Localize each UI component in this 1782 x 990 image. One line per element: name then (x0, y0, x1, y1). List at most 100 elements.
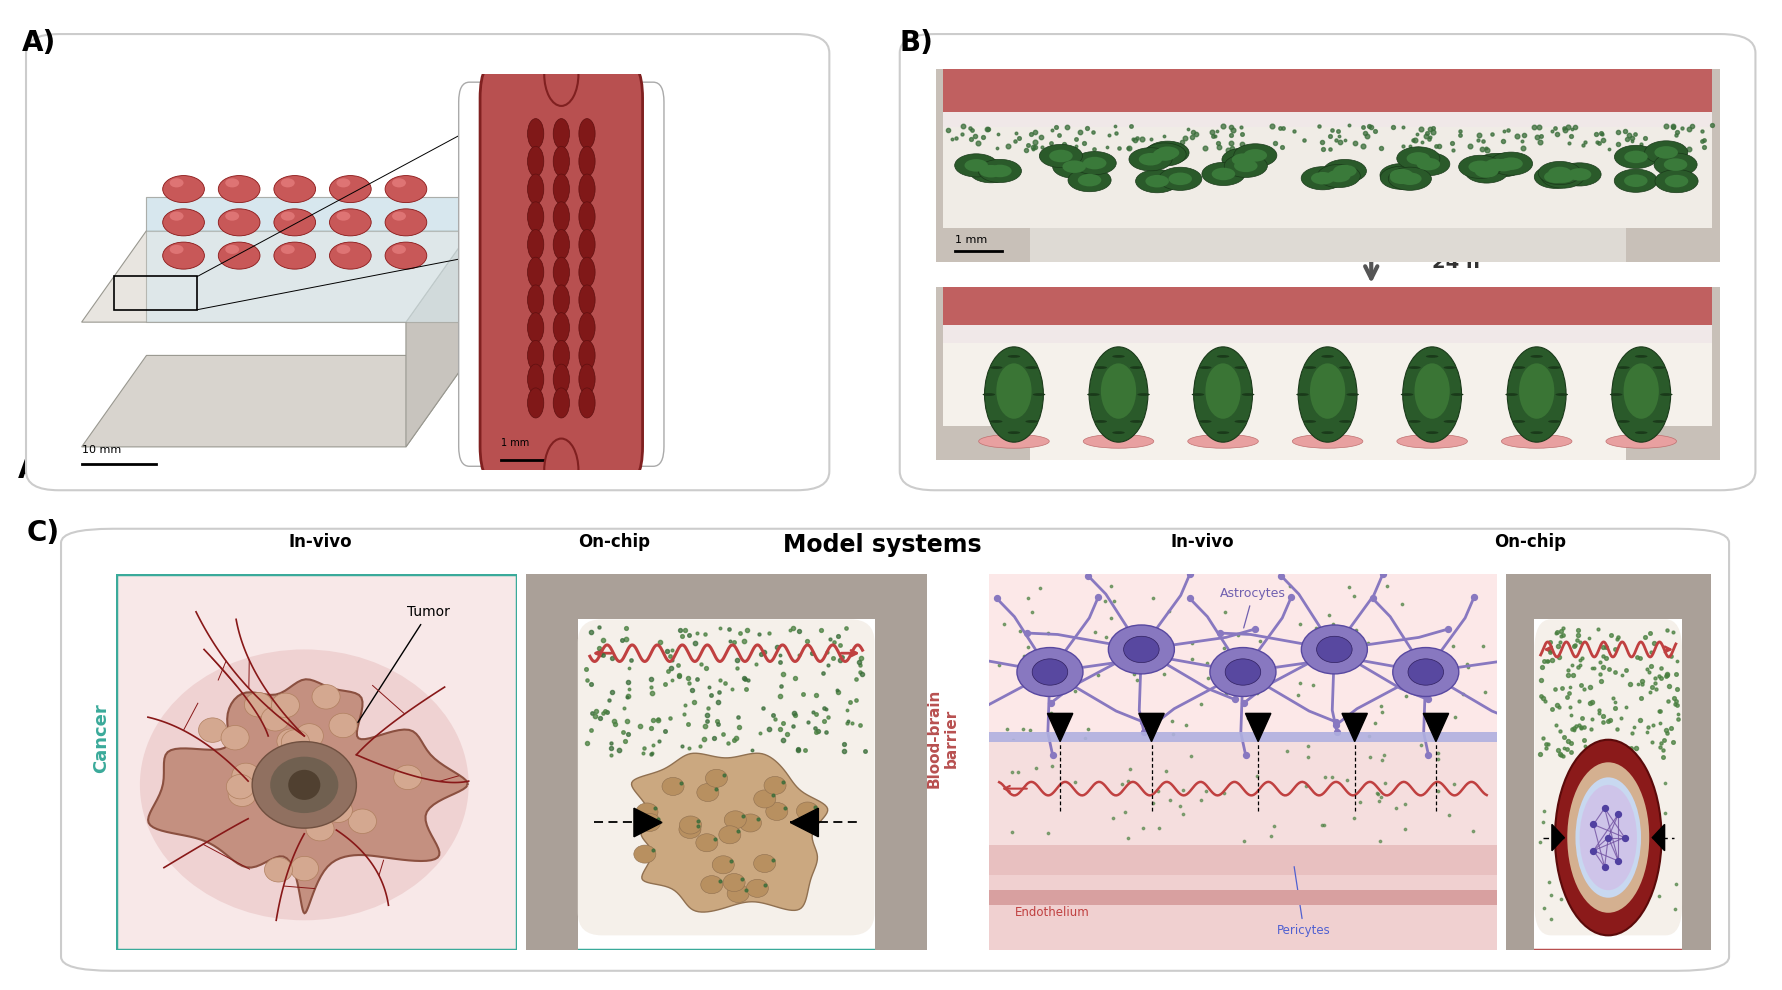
Point (993, 721, 1021, 737)
Point (1080, 142, 1108, 157)
Point (759, 787, 788, 803)
Ellipse shape (1475, 165, 1499, 178)
Point (1392, 821, 1420, 837)
Ellipse shape (797, 802, 818, 820)
Point (750, 644, 779, 660)
Circle shape (1034, 393, 1046, 396)
Ellipse shape (282, 730, 310, 754)
Ellipse shape (638, 814, 661, 832)
Point (1600, 641, 1629, 656)
Ellipse shape (274, 243, 315, 269)
Point (1561, 639, 1590, 654)
Ellipse shape (232, 763, 260, 788)
Point (934, 122, 962, 138)
Point (1140, 736, 1169, 751)
Point (1181, 126, 1210, 142)
Text: Cancer: Cancer (93, 703, 110, 773)
Point (645, 733, 674, 748)
Point (1529, 690, 1557, 706)
Polygon shape (1048, 714, 1073, 742)
Point (1317, 763, 1345, 779)
Point (1176, 590, 1205, 606)
Point (1037, 123, 1066, 139)
Point (1424, 751, 1452, 767)
Point (1547, 723, 1575, 739)
Point (960, 128, 989, 144)
Circle shape (1112, 432, 1124, 434)
Circle shape (1304, 366, 1317, 369)
Circle shape (1296, 393, 1308, 396)
Circle shape (1609, 393, 1622, 396)
Point (1438, 759, 1467, 775)
Point (1648, 742, 1677, 757)
Point (586, 645, 615, 661)
Point (731, 634, 759, 649)
Text: 1 mm: 1 mm (501, 439, 529, 448)
Point (770, 666, 798, 682)
Point (1121, 666, 1149, 682)
Point (1600, 664, 1629, 680)
Point (813, 644, 841, 660)
FancyBboxPatch shape (479, 58, 643, 486)
Point (1083, 746, 1112, 762)
Point (1128, 820, 1157, 836)
Point (1178, 774, 1206, 790)
Point (697, 687, 725, 703)
Ellipse shape (280, 802, 308, 826)
Point (615, 681, 643, 697)
Circle shape (552, 341, 570, 370)
Ellipse shape (1606, 435, 1677, 448)
Bar (989, 890, 1497, 905)
Point (845, 664, 873, 680)
Point (1408, 121, 1436, 137)
Point (1315, 787, 1344, 803)
Point (734, 672, 763, 688)
Circle shape (1087, 393, 1099, 396)
Point (991, 616, 1019, 632)
Point (1037, 758, 1066, 774)
Point (1557, 743, 1586, 759)
Circle shape (1549, 420, 1561, 423)
Point (638, 679, 666, 695)
Point (1438, 135, 1467, 150)
Point (982, 590, 1010, 606)
Point (1525, 746, 1554, 762)
Point (784, 741, 813, 756)
Ellipse shape (1083, 435, 1153, 448)
Point (1661, 901, 1689, 917)
Ellipse shape (394, 765, 422, 790)
Point (643, 811, 672, 827)
Point (1267, 568, 1296, 584)
Point (670, 706, 699, 722)
Point (1588, 648, 1616, 664)
Point (1176, 566, 1205, 582)
Point (1623, 649, 1652, 665)
Point (1570, 720, 1598, 736)
Ellipse shape (636, 803, 658, 821)
Text: Endothelium: Endothelium (1014, 906, 1089, 920)
Point (770, 800, 798, 816)
Point (1228, 127, 1256, 143)
Point (638, 685, 666, 701)
Point (784, 742, 813, 758)
Point (846, 717, 875, 733)
Ellipse shape (1402, 346, 1461, 443)
Point (1679, 118, 1707, 134)
Point (1315, 607, 1344, 623)
Point (574, 672, 602, 688)
Point (1586, 673, 1614, 689)
Point (984, 127, 1012, 143)
Point (1554, 733, 1582, 748)
Point (1205, 140, 1233, 155)
Point (1092, 630, 1121, 645)
Point (1101, 125, 1130, 141)
Point (1034, 625, 1062, 641)
Point (1652, 722, 1680, 738)
Point (693, 700, 722, 716)
Ellipse shape (978, 159, 1021, 182)
Point (1636, 658, 1664, 674)
Point (1402, 659, 1431, 675)
Ellipse shape (1417, 157, 1440, 170)
FancyBboxPatch shape (1534, 620, 1682, 936)
Point (1552, 741, 1581, 756)
